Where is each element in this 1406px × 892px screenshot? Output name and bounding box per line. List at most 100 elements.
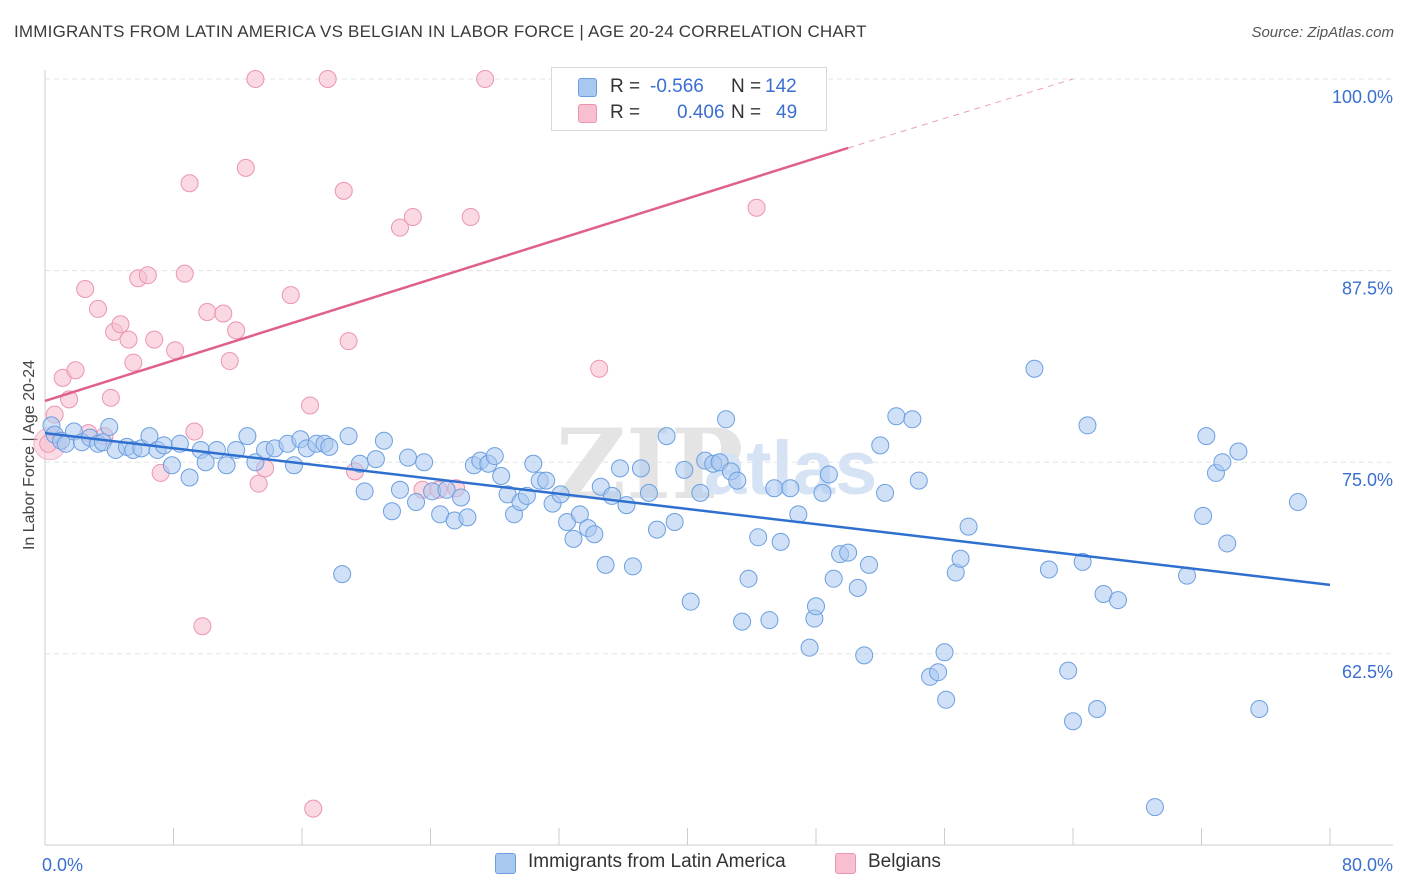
latin-america-point bbox=[585, 525, 604, 544]
latin-america-point bbox=[937, 690, 956, 709]
latin-america-point bbox=[871, 436, 890, 455]
correlation-legend: R = -0.566 N = 142 R = 0.406 N = 49 bbox=[551, 67, 827, 131]
belgians-point bbox=[281, 286, 300, 305]
belgians-point bbox=[193, 617, 212, 636]
tick-labels: 100.0% 87.5% 75.0% 62.5% 0.0% 80.0% bbox=[42, 87, 1393, 875]
latin-america-point bbox=[631, 459, 650, 478]
latin-america-point bbox=[1213, 453, 1232, 472]
latin-america-point bbox=[728, 471, 747, 490]
latin-america-point bbox=[800, 638, 819, 657]
belgians-point bbox=[476, 70, 495, 88]
latin-america-point bbox=[749, 528, 768, 547]
latin-america-point bbox=[524, 454, 543, 473]
n-label: N = bbox=[731, 102, 762, 123]
legend-label: Belgians bbox=[868, 851, 941, 872]
blue-swatch bbox=[495, 853, 516, 874]
latin-america-point bbox=[639, 483, 658, 502]
trend-lines bbox=[44, 78, 1331, 587]
latin-america-point bbox=[929, 663, 948, 682]
latin-america-point bbox=[765, 479, 784, 498]
x-tick-label: 0.0% bbox=[42, 855, 83, 875]
latin-america-point bbox=[951, 549, 970, 568]
latin-america-point bbox=[333, 565, 352, 584]
belgians-point bbox=[138, 266, 157, 285]
belgians-trendline-extension bbox=[847, 78, 1074, 149]
latin-america-point bbox=[537, 471, 556, 490]
latin-america-point bbox=[458, 508, 477, 527]
latin-america-point bbox=[959, 517, 978, 536]
n-value: 49 bbox=[776, 102, 798, 123]
belgians-point bbox=[111, 315, 130, 334]
latin-america-point bbox=[1145, 798, 1164, 817]
latin-america-point bbox=[781, 479, 800, 498]
latin-america-point bbox=[819, 465, 838, 484]
belgians-point bbox=[339, 332, 358, 351]
latin-america-point bbox=[657, 427, 676, 446]
latin-america-point bbox=[1218, 534, 1237, 553]
latin-america-point bbox=[665, 512, 684, 531]
latin-america-point bbox=[196, 453, 215, 472]
y-tick-label: 100.0% bbox=[1332, 87, 1393, 107]
source-label: Source: ZipAtlas.com bbox=[1251, 24, 1394, 41]
latin-america-point bbox=[596, 555, 615, 574]
latin-america-point bbox=[564, 529, 583, 548]
latin-america-point bbox=[492, 466, 511, 485]
latin-america-point bbox=[903, 410, 922, 429]
belgians-point bbox=[390, 218, 409, 237]
latin-america-point bbox=[617, 496, 636, 515]
chart-title: IMMIGRANTS FROM LATIN AMERICA VS BELGIAN… bbox=[14, 22, 867, 41]
pink-swatch bbox=[578, 103, 597, 123]
belgians-point bbox=[318, 70, 337, 88]
belgians-point bbox=[180, 174, 199, 193]
legend-label: Immigrants from Latin America bbox=[528, 851, 786, 872]
y-tick-label: 62.5% bbox=[1342, 662, 1393, 682]
latin-america-point bbox=[760, 611, 779, 630]
belgians-point bbox=[89, 299, 108, 318]
belgians-point bbox=[166, 341, 185, 360]
r-label: R = bbox=[610, 102, 641, 123]
latin-america-point bbox=[855, 646, 874, 665]
latin-america-point bbox=[1229, 442, 1248, 461]
latin-america-point bbox=[1039, 560, 1058, 579]
latin-america-point bbox=[207, 440, 226, 459]
belgians-point bbox=[249, 474, 268, 493]
r-label: R = bbox=[610, 76, 641, 97]
belgians-point bbox=[334, 181, 353, 200]
latin-america-point bbox=[399, 448, 418, 467]
latin-america-point bbox=[860, 555, 879, 574]
latin-america-point bbox=[1088, 699, 1107, 718]
belgians-point bbox=[214, 304, 233, 323]
x-tick-label: 80.0% bbox=[1342, 855, 1393, 875]
blue-swatch bbox=[578, 77, 597, 97]
belgians-point bbox=[101, 388, 120, 407]
belgians-point bbox=[747, 198, 766, 217]
latin-america-point bbox=[1064, 712, 1082, 731]
r-value: 0.406 bbox=[677, 102, 725, 123]
belgians-point bbox=[220, 352, 239, 371]
belgians-point bbox=[66, 361, 85, 380]
belgians-point bbox=[403, 207, 422, 226]
latin-america-point bbox=[839, 543, 858, 562]
latin-america-point bbox=[1059, 661, 1078, 680]
latin-america-trendline bbox=[44, 431, 1331, 587]
latin-america-point bbox=[1108, 591, 1127, 610]
belgians-point bbox=[590, 359, 609, 378]
belgians-point bbox=[301, 396, 320, 415]
r-value: -0.566 bbox=[650, 76, 704, 97]
pink-swatch bbox=[835, 853, 856, 874]
belgians-point bbox=[76, 279, 95, 298]
latin-america-point bbox=[284, 456, 303, 475]
latin-america-point bbox=[824, 569, 843, 588]
y-tick-label: 87.5% bbox=[1342, 279, 1393, 299]
latin-america-point bbox=[1073, 552, 1092, 571]
latin-america-point bbox=[415, 453, 434, 472]
latin-america-point bbox=[813, 483, 832, 502]
belgians-point bbox=[236, 158, 255, 177]
latin-america-point bbox=[320, 437, 339, 456]
belgians-point bbox=[304, 799, 323, 818]
latin-america-point bbox=[485, 447, 504, 466]
latin-america-point bbox=[681, 592, 700, 611]
belgians-point bbox=[175, 264, 194, 283]
latin-america-point bbox=[909, 471, 928, 490]
